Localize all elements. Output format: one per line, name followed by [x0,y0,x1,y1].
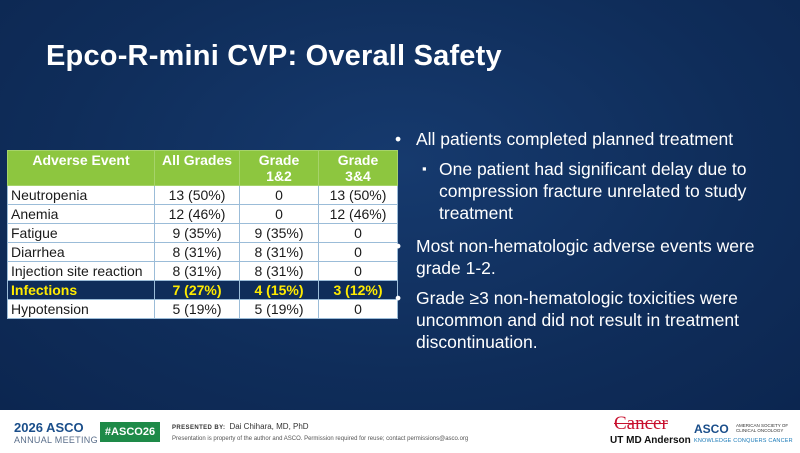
cell-grade-1-2: 0 [239,204,319,224]
cell-grade-3-4: 12 (46%) [318,204,398,224]
cell-event: Anemia [7,204,155,224]
cell-all-grades: 13 (50%) [154,185,240,205]
cell-grade-1-2: 8 (31%) [239,242,319,262]
bullet-item: • Grade ≥3 non-hematologic toxicities wer… [395,287,795,353]
cell-all-grades: 7 (27%) [154,280,240,300]
cell-event: Infections [7,280,155,300]
footer: 2026 ASCO ANNUAL MEETING #ASCO26 PRESENT… [0,410,800,453]
sub-bullet-text: One patient had significant delay due to… [439,159,747,223]
asco-tagline: KNOWLEDGE CONQUERS CANCER [694,438,793,444]
cell-event: Hypotension [7,299,155,319]
cell-all-grades: 8 (31%) [154,242,240,262]
header-grade-3-4: Grade 3&4 [318,150,398,186]
bullet-item: • Most non-hematologic adverse events wer… [395,235,795,279]
presented-by: PRESENTED BY: Dai Chihara, MD, PhD [172,422,309,431]
bullet-text: Grade ≥3 non-hematologic toxicities were… [416,288,739,352]
cell-grade-1-2: 9 (35%) [239,223,319,243]
cell-all-grades: 5 (19%) [154,299,240,319]
table-row: Diarrhea 8 (31%) 8 (31%) 0 [7,242,398,262]
bullet-list: • All patients completed planned treatmen… [395,128,795,361]
asco-full-name: AMERICAN SOCIETY OF CLINICAL ONCOLOGY [736,423,789,433]
header-adverse-event: Adverse Event [7,150,155,186]
cell-event: Fatigue [7,223,155,243]
md-anderson-wordmark: UT MD Anderson [610,435,691,446]
sub-bullet-square-icon: ▪ [422,161,427,176]
copyright-notice: Presentation is property of the author a… [172,436,469,442]
cell-event: Diarrhea [7,242,155,262]
header-all-grades: All Grades [154,150,240,186]
cell-grade-1-2: 0 [239,185,319,205]
cell-event: Neutropenia [7,185,155,205]
cell-grade-3-4: 3 (12%) [318,280,398,300]
cell-grade-3-4: 13 (50%) [318,185,398,205]
bullet-dot-icon: • [395,236,402,256]
cell-grade-1-2: 4 (15%) [239,280,319,300]
hashtag-badge: #ASCO26 [100,422,160,442]
meeting-year: 2026 ASCO [14,420,84,435]
table-row: Injection site reaction 8 (31%) 8 (31%) 0 [7,261,398,281]
cell-grade-1-2: 5 (19%) [239,299,319,319]
cell-all-grades: 9 (35%) [154,223,240,243]
bullet-item: • All patients completed planned treatmen… [395,128,795,150]
sub-bullet-item: ▪ One patient had significant delay due t… [395,158,795,224]
meeting-name: ANNUAL MEETING [14,435,98,445]
table-row: Hypotension 5 (19%) 5 (19%) 0 [7,299,398,319]
cell-grade-3-4: 0 [318,299,398,319]
table-row: Infections 7 (27%) 4 (15%) 3 (12%) [7,280,398,300]
slide-title: Epco-R-mini CVP: Overall Safety [46,40,502,72]
bullet-text: All patients completed planned treatment [416,129,734,149]
cell-grade-3-4: 0 [318,223,398,243]
table-row: Fatigue 9 (35%) 9 (35%) 0 [7,223,398,243]
md-anderson-logo: Cancer [614,413,668,434]
cell-all-grades: 12 (46%) [154,204,240,224]
slide: Epco-R-mini CVP: Overall Safety Adverse … [0,0,800,410]
bullet-dot-icon: • [395,288,402,308]
adverse-events-table: Adverse Event All Grades Grade 1&2 Grade 3… [7,150,398,319]
cell-event: Injection site reaction [7,261,155,281]
table-row: Anemia 12 (46%) 0 12 (46%) [7,204,398,224]
cell-grade-3-4: 0 [318,242,398,262]
table-row: Neutropenia 13 (50%) 0 13 (50%) [7,185,398,205]
header-grade-1-2: Grade 1&2 [239,150,319,186]
bullet-dot-icon: • [395,129,402,149]
asco-logo: ASCO [694,422,729,436]
cell-grade-3-4: 0 [318,261,398,281]
table-header-row: Adverse Event All Grades Grade 1&2 Grade 3… [7,150,398,186]
cell-grade-1-2: 8 (31%) [239,261,319,281]
cell-all-grades: 8 (31%) [154,261,240,281]
bullet-text: Most non-hematologic adverse events were… [416,236,755,278]
